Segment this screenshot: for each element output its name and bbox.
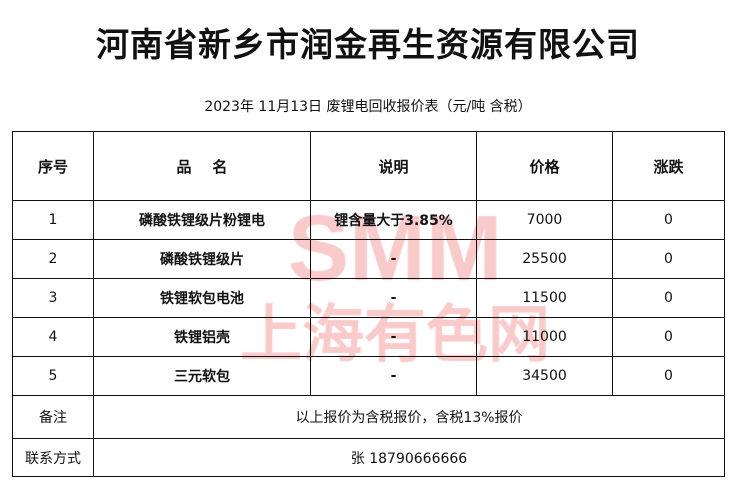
row-change: 0 bbox=[612, 356, 725, 396]
row-note: - bbox=[310, 356, 477, 396]
row-name: 铁锂软包电池 bbox=[93, 278, 311, 318]
row-change: 0 bbox=[612, 278, 725, 318]
contact-row: 联系方式 张 18790666666 bbox=[12, 438, 725, 477]
row-no: 1 bbox=[12, 200, 94, 240]
table-row: 2 磷酸铁锂级片 - 25500 0 bbox=[12, 239, 725, 279]
remark-row: 备注 以上报价为含税报价，含税13%报价 bbox=[12, 395, 725, 439]
row-no: 2 bbox=[12, 239, 94, 279]
row-change: 0 bbox=[612, 200, 725, 240]
header-change: 涨跌 bbox=[612, 131, 725, 201]
row-price: 11500 bbox=[476, 278, 613, 318]
table-row: 1 磷酸铁锂级片粉锂电 锂含量大于3.85% 7000 0 bbox=[12, 200, 725, 240]
row-change: 0 bbox=[612, 239, 725, 279]
page-subtitle: 2023年 11月13日 废锂电回收报价表（元/吨 含税） bbox=[204, 99, 532, 115]
row-note: - bbox=[310, 278, 477, 318]
row-price: 34500 bbox=[476, 356, 613, 396]
row-no: 4 bbox=[12, 317, 94, 357]
row-name: 磷酸铁锂级片 bbox=[93, 239, 311, 279]
row-no: 3 bbox=[12, 278, 94, 318]
row-name: 磷酸铁锂级片粉锂电 bbox=[93, 200, 311, 240]
row-change: 0 bbox=[612, 317, 725, 357]
remark-label: 备注 bbox=[12, 395, 94, 439]
table-row: 4 铁锂铝壳 - 11000 0 bbox=[12, 317, 725, 357]
row-note: - bbox=[310, 239, 477, 279]
contact-text: 张 18790666666 bbox=[93, 438, 725, 477]
row-note: - bbox=[310, 317, 477, 357]
price-table: 序号 品 名 说明 价格 涨跌 1 磷酸铁锂级片粉锂电 锂含量大于3.85% 7… bbox=[12, 131, 725, 477]
row-note: 锂含量大于3.85% bbox=[310, 200, 477, 240]
row-price: 25500 bbox=[476, 239, 613, 279]
table-header-row: 序号 品 名 说明 价格 涨跌 bbox=[12, 131, 725, 201]
header-note: 说明 bbox=[310, 131, 477, 201]
header-name: 品 名 bbox=[93, 131, 311, 201]
row-name: 铁锂铝壳 bbox=[93, 317, 311, 357]
row-no: 5 bbox=[12, 356, 94, 396]
row-price: 11000 bbox=[476, 317, 613, 357]
header-no: 序号 bbox=[12, 131, 94, 201]
page-title: 河南省新乡市润金再生资源有限公司 bbox=[96, 25, 640, 64]
row-price: 7000 bbox=[476, 200, 613, 240]
table-row: 5 三元软包 - 34500 0 bbox=[12, 356, 725, 396]
table-row: 3 铁锂软包电池 - 11500 0 bbox=[12, 278, 725, 318]
contact-label: 联系方式 bbox=[12, 438, 94, 477]
remark-text: 以上报价为含税报价，含税13%报价 bbox=[93, 395, 725, 439]
header-price: 价格 bbox=[476, 131, 613, 201]
row-name: 三元软包 bbox=[93, 356, 311, 396]
